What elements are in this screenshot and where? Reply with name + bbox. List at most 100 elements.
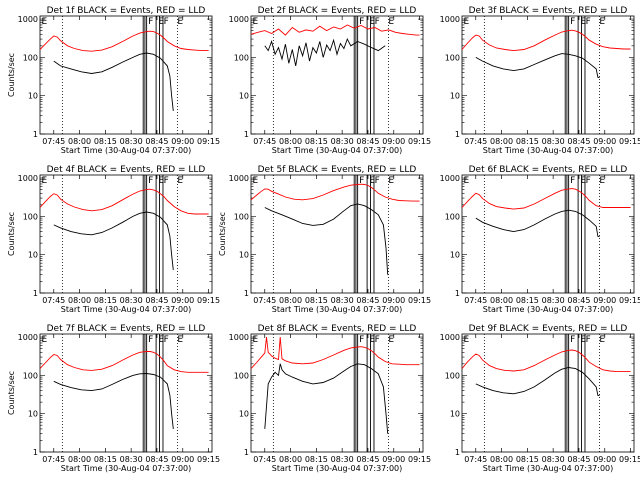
plot-frame <box>39 174 213 294</box>
marker-label: E <box>158 335 164 345</box>
series-line-events <box>53 211 174 270</box>
x-tick-label: 09:15 <box>408 137 431 146</box>
y-axis-label: Counts/sec <box>7 212 16 256</box>
x-tick-label: 08:15 <box>305 137 328 146</box>
x-axis-label: Start Time (30-Aug-04 07:37:00) <box>61 464 192 473</box>
x-axis-label: Start Time (30-Aug-04 07:37:00) <box>61 305 192 314</box>
x-tick-label: 08:45 <box>567 455 590 464</box>
panel-title: Det 6f BLACK = Events, RED = LLD <box>469 165 628 175</box>
x-tick-label: 08:00 <box>279 455 302 464</box>
y-tick-label: 100 <box>23 53 38 62</box>
marker-label: E <box>369 176 375 186</box>
x-tick-label: 08:30 <box>120 455 143 464</box>
marker-label: E <box>253 176 259 186</box>
marker-label: F <box>148 17 153 27</box>
x-tick-label: 08:30 <box>542 296 565 305</box>
x-tick-label: 09:15 <box>197 137 220 146</box>
y-tick-label: 10 <box>450 410 460 419</box>
x-tick-label: 08:30 <box>331 455 354 464</box>
marker-label: E <box>177 176 183 186</box>
marker-label: F <box>586 335 591 345</box>
y-tick-label: 100 <box>234 53 249 62</box>
marker-label: F <box>375 17 380 27</box>
marker-label: E <box>580 335 586 345</box>
x-tick-label: 08:15 <box>305 455 328 464</box>
x-tick-label: 07:45 <box>464 296 487 305</box>
marker-label: E <box>369 335 375 345</box>
panel-title: Det 3f BLACK = Events, RED = LLD <box>469 6 628 16</box>
x-tick-label: 09:15 <box>408 455 431 464</box>
y-tick-label: 100 <box>23 212 38 221</box>
x-tick-label: 08:00 <box>490 137 513 146</box>
y-tick-label: 1 <box>33 130 38 139</box>
marker-label: F <box>164 17 169 27</box>
x-tick-label: 09:15 <box>197 296 220 305</box>
x-tick-label: 08:30 <box>120 137 143 146</box>
x-tick-label: 08:30 <box>331 137 354 146</box>
x-tick-label: 08:15 <box>94 137 117 146</box>
x-tick-label: 07:45 <box>42 137 65 146</box>
series-line-lld <box>39 351 209 373</box>
series-line-lld <box>461 349 631 373</box>
marker-label: F <box>359 335 364 345</box>
series-line-lld <box>39 188 209 215</box>
x-tick-label: 08:30 <box>542 137 565 146</box>
y-tick-label: 1 <box>455 448 460 457</box>
x-tick-label: 08:00 <box>68 137 91 146</box>
marker-label: E <box>580 176 586 186</box>
y-tick-label: 1 <box>455 289 460 298</box>
x-tick-label: 09:00 <box>171 455 194 464</box>
y-tick-label: 1 <box>455 130 460 139</box>
marker-label: E <box>177 17 183 27</box>
series-line-lld <box>250 24 420 36</box>
y-tick-label: 1000 <box>18 15 38 24</box>
x-tick-label: 08:45 <box>356 455 379 464</box>
x-tick-label: 08:45 <box>567 296 590 305</box>
marker-label: E <box>158 176 164 186</box>
x-tick-label: 08:00 <box>279 137 302 146</box>
x-tick-label: 09:15 <box>619 137 640 146</box>
plot-frame <box>250 333 424 453</box>
series-line-lld <box>461 188 631 210</box>
marker-label: F <box>164 335 169 345</box>
y-tick-label: 1000 <box>18 174 38 183</box>
series-line-events <box>53 373 174 429</box>
y-tick-label: 10 <box>28 251 38 260</box>
y-axis-label: Counts/sec <box>7 53 16 97</box>
plot-frame <box>461 333 635 453</box>
series-line-events <box>475 367 600 396</box>
marker-label: E <box>388 176 394 186</box>
marker-label: F <box>586 17 591 27</box>
plot-frame <box>461 174 635 294</box>
marker-label: E <box>599 17 605 27</box>
y-tick-label: 10 <box>239 92 249 101</box>
x-tick-label: 07:45 <box>253 455 276 464</box>
marker-label: E <box>464 17 470 27</box>
x-axis-label: Start Time (30-Aug-04 07:37:00) <box>272 464 403 473</box>
marker-label: E <box>599 335 605 345</box>
x-tick-label: 09:00 <box>382 455 405 464</box>
marker-label: E <box>464 176 470 186</box>
y-tick-label: 1 <box>244 448 249 457</box>
panel-title: Det 2f BLACK = Events, RED = LLD <box>258 6 417 16</box>
x-axis-label: Start Time (30-Aug-04 07:37:00) <box>483 146 614 155</box>
x-tick-label: 08:00 <box>279 296 302 305</box>
series-line-events <box>264 37 386 66</box>
y-tick-label: 10 <box>28 410 38 419</box>
x-tick-label: 08:45 <box>356 296 379 305</box>
x-tick-label: 08:45 <box>356 137 379 146</box>
marker-label: E <box>253 17 259 27</box>
marker-label: F <box>586 176 591 186</box>
x-tick-label: 09:15 <box>619 455 640 464</box>
y-tick-label: 10 <box>450 251 460 260</box>
marker-label: E <box>253 335 259 345</box>
x-tick-label: 08:15 <box>516 455 539 464</box>
x-tick-label: 09:00 <box>382 296 405 305</box>
x-tick-label: 09:15 <box>408 296 431 305</box>
series-line-events <box>264 203 389 275</box>
